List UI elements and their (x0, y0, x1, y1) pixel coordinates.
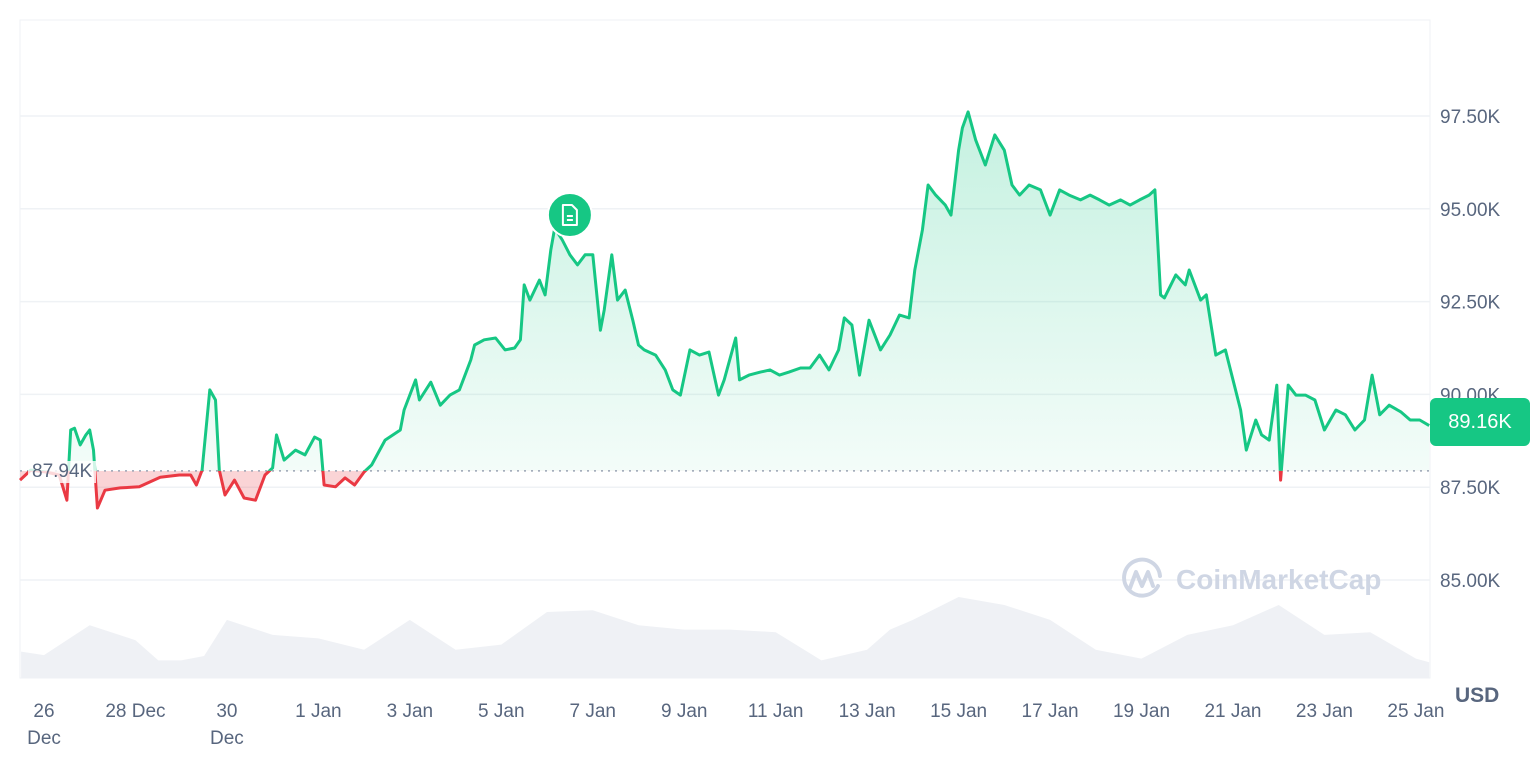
x-tick-label: 7 Jan (570, 701, 616, 722)
currency-label: USD (1455, 684, 1500, 707)
x-tick-label: 9 Jan (661, 701, 707, 722)
x-tick-line: 17 Jan (1022, 701, 1079, 722)
x-tick-line: 9 Jan (661, 701, 707, 722)
x-axis: 26 Dec 28 Dec 30 Dec 1 Jan 3 Jan 5 Jan 7 Jan 9 Ja… (27, 701, 1444, 749)
x-tick-label: 28 Dec (105, 701, 165, 722)
x-tick-line: Dec (27, 728, 61, 749)
watermark-text: CoinMarketCap (1176, 564, 1382, 595)
y-tick-label: 92.50K (1440, 293, 1501, 314)
volume-area (21, 597, 1430, 678)
x-tick-line: 15 Jan (930, 701, 987, 722)
news-annotation[interactable] (546, 192, 593, 238)
x-tick-line: 30 (216, 701, 237, 722)
x-tick-line: 23 Jan (1296, 701, 1353, 722)
x-tick-line: 21 Jan (1204, 701, 1261, 722)
x-tick-line: 25 Jan (1387, 701, 1444, 722)
coinmarketcap-logo-icon (1122, 557, 1162, 598)
x-tick-line: 28 Dec (105, 701, 165, 722)
y-tick-label: 87.50K (1440, 478, 1501, 499)
baseline-label: 87.94K (28, 461, 97, 483)
x-tick-label: 5 Jan (478, 701, 524, 722)
x-tick-label: 23 Jan (1296, 701, 1353, 722)
price-line-up (27, 110, 1430, 471)
y-tick-label: 85.00K (1440, 571, 1501, 592)
x-tick-label: 17 Jan (1022, 701, 1079, 722)
document-glyph (561, 204, 578, 226)
x-tick-label: 1 Jan (295, 701, 341, 722)
x-tick-label: 15 Jan (930, 701, 987, 722)
price-area-up (20, 111, 1430, 471)
y-tick-label: 95.00K (1440, 200, 1501, 221)
x-tick-label: 26 Dec (27, 701, 61, 749)
x-tick-line: 19 Jan (1113, 701, 1170, 722)
x-tick-line: 11 Jan (748, 701, 804, 722)
x-tick-line: 13 Jan (839, 701, 896, 722)
x-tick-label: 21 Jan (1204, 701, 1261, 722)
x-tick-label: 19 Jan (1113, 701, 1170, 722)
x-tick-label: 13 Jan (839, 701, 896, 722)
x-tick-line: 5 Jan (478, 701, 524, 722)
price-area-down (20, 470, 1282, 508)
x-tick-label: 11 Jan (748, 701, 804, 722)
x-tick-line: 7 Jan (570, 701, 616, 722)
watermark: CoinMarketCap (1118, 556, 1381, 604)
x-tick-line: 1 Jan (295, 701, 341, 722)
x-tick-label: 25 Jan (1387, 701, 1444, 722)
y-tick-label: 97.50K (1440, 107, 1501, 128)
x-tick-label: 3 Jan (387, 701, 433, 722)
x-tick-label: 30 Dec (210, 701, 244, 749)
x-tick-line: Dec (210, 728, 244, 749)
grid-lines (20, 115, 1430, 581)
x-tick-line: 26 (33, 701, 54, 722)
x-tick-line: 3 Jan (387, 701, 433, 722)
current-price-badge: 89.16K (1430, 398, 1530, 446)
